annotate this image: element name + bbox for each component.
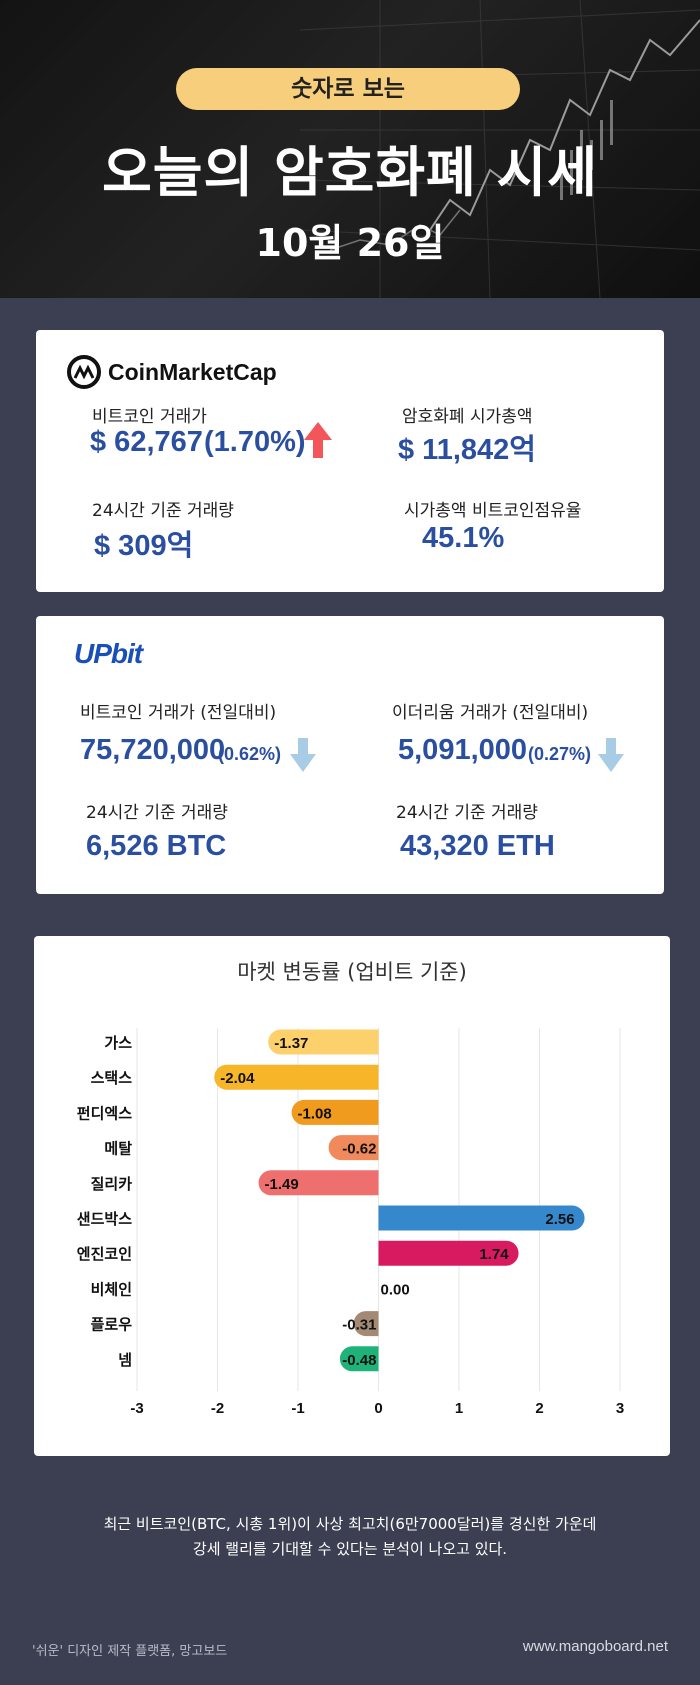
- upbit-btc-volume: 6,526 BTC: [86, 830, 227, 862]
- upbit-btc-change: (0.62%): [218, 744, 282, 764]
- bar: [328, 1135, 379, 1161]
- category-label: 플로우: [91, 1316, 133, 1334]
- x-tick-label: 3: [616, 1400, 624, 1417]
- coinmarketcap-card: CoinMarketCap 비트코인 거래가 $ 62,767 (1.70%) …: [36, 330, 664, 592]
- data-label: -0.31: [342, 1317, 376, 1334]
- footer-site-link[interactable]: www.mangoboard.net: [522, 1638, 668, 1655]
- upbit-card: UPbit 비트코인 거래가 (전일대비) 75,720,000 (0.62%)…: [36, 616, 664, 894]
- category-label: 가스: [104, 1034, 132, 1052]
- category-label: 비체인: [91, 1280, 132, 1298]
- volume-label: 24시간 기준 거래량: [92, 501, 234, 521]
- dominance-value: 45.1%: [422, 522, 505, 554]
- data-label: 2.56: [545, 1211, 574, 1228]
- upbit-eth-change: (0.27%): [528, 744, 592, 764]
- down-arrow-icon: [290, 738, 316, 772]
- category-label: 넴: [118, 1351, 132, 1369]
- bar: [258, 1170, 379, 1196]
- data-label: 0.00: [381, 1281, 410, 1298]
- category-label: 샌드박스: [77, 1210, 132, 1228]
- data-label: -1.37: [274, 1035, 308, 1052]
- hero-banner: 숫자로 보는 오늘의 암호화폐 시세 10월 26일: [0, 0, 700, 298]
- down-arrow-icon: [598, 738, 624, 772]
- footer-line-1: 최근 비트코인(BTC, 시총 1위)이 사상 최고치(6만7000달러)를 경…: [103, 1515, 597, 1533]
- up-arrow-icon: [304, 422, 332, 458]
- bar: [353, 1311, 379, 1337]
- x-tick-label: 1: [455, 1400, 463, 1417]
- category-label: 스택스: [91, 1069, 133, 1087]
- data-label: -1.49: [265, 1176, 299, 1193]
- upbit-eth-label: 이더리움 거래가 (전일대비): [392, 703, 589, 723]
- market-cap-value: $ 11,842억: [398, 434, 536, 466]
- footer-line-2: 강세 랠리를 기대할 수 있다는 분석이 나오고 있다.: [192, 1540, 508, 1558]
- x-tick-label: -1: [291, 1400, 304, 1417]
- footer-credit: '쉬운' 디자인 제작 플랫폼, 망고보드: [32, 1644, 228, 1659]
- category-label: 펀디엑스: [77, 1104, 132, 1122]
- chart-title: 마켓 변동률 (업비트 기준): [237, 960, 467, 984]
- header-pill: 숫자로 보는: [176, 68, 520, 110]
- page-date: 10월 26일: [255, 221, 445, 265]
- market-change-bar-chart: -3 -2 -1 0 1 2 3 가스 -1.37 스택스 -2.04 펀디엑스 -1.08 메탈 -0.6…: [77, 1028, 624, 1417]
- category-label: 질리카: [91, 1175, 133, 1193]
- category-label: 메탈: [104, 1140, 132, 1158]
- footer-summary: 최근 비트코인(BTC, 시총 1위)이 사상 최고치(6만7000달러)를 경…: [0, 1512, 700, 1562]
- data-label: -2.04: [220, 1070, 255, 1087]
- x-tick-label: -3: [130, 1400, 143, 1417]
- volume-value: $ 309억: [94, 530, 194, 562]
- stock-chart-background: [0, 0, 700, 298]
- upbit-eth-volume-label: 24시간 기준 거래량: [396, 803, 538, 823]
- data-label: -0.62: [342, 1141, 376, 1158]
- data-label: 1.74: [479, 1246, 509, 1263]
- data-label: -0.48: [342, 1352, 376, 1369]
- bar: [339, 1346, 379, 1372]
- x-tick-label: 2: [535, 1400, 543, 1417]
- coinmarketcap-logo-text: CoinMarketCap: [108, 358, 277, 385]
- market-change-chart-card: 마켓 변동률 (업비트 기준) -3 -2 -1 0 1 2 3 가스 -1.37 스택스 -2.0…: [34, 936, 670, 1456]
- btc-price-label: 비트코인 거래가: [92, 407, 207, 427]
- btc-price-value: $ 62,767: [90, 426, 203, 458]
- upbit-logo: UPbit: [74, 638, 143, 669]
- upbit-btc-price: 75,720,000: [80, 734, 226, 766]
- x-tick-label: -2: [211, 1400, 224, 1417]
- page-title: 오늘의 암호화폐 시세: [102, 141, 598, 204]
- bar: [214, 1064, 379, 1090]
- upbit-btc-label: 비트코인 거래가 (전일대비): [80, 703, 277, 723]
- bar: [378, 1240, 519, 1266]
- dominance-label: 시가총액 비트코인점유율: [404, 501, 582, 521]
- x-tick-label: 0: [374, 1400, 382, 1417]
- data-label: -1.08: [298, 1105, 332, 1122]
- upbit-eth-price: 5,091,000: [398, 734, 528, 766]
- bar: [268, 1029, 379, 1055]
- btc-price-change: (1.70%): [204, 426, 306, 458]
- bar: [378, 1205, 585, 1231]
- coinmarketcap-icon: [67, 355, 101, 389]
- coinmarketcap-logo: CoinMarketCap: [66, 354, 277, 390]
- upbit-eth-volume: 43,320 ETH: [400, 830, 555, 862]
- market-cap-label: 암호화폐 시가총액: [402, 407, 533, 427]
- upbit-btc-volume-label: 24시간 기준 거래량: [86, 803, 228, 823]
- bar: [291, 1099, 379, 1125]
- category-label: 엔진코인: [77, 1245, 132, 1263]
